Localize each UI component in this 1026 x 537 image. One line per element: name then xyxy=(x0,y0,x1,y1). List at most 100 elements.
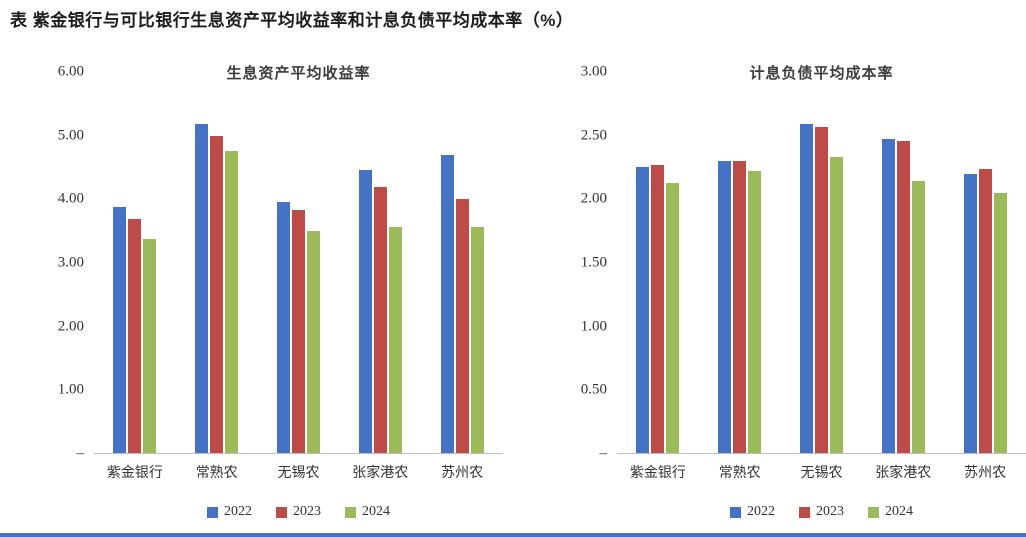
bar-group xyxy=(421,72,503,453)
y-tick-label: 1.00 xyxy=(580,318,607,335)
y-tick-label: 0.50 xyxy=(580,381,607,398)
legend-swatch-icon xyxy=(276,506,287,518)
x-axis-label: 常熟农 xyxy=(195,466,238,481)
bar-group xyxy=(94,72,176,453)
y-tick-label: 1.00 xyxy=(57,381,84,398)
bar-2024-常熟农 xyxy=(748,171,762,453)
legend-item-2023: 2023 xyxy=(276,504,321,520)
bar-2024-紫金银行 xyxy=(666,182,680,453)
bar-2024-张家港农 xyxy=(388,226,402,453)
bar-2023-无锡农 xyxy=(291,210,305,453)
bar-2022-常熟农 xyxy=(195,124,209,453)
bar-2024-无锡农 xyxy=(306,230,320,453)
chart-title-cost: 计息负债平均成本率 xyxy=(749,66,894,82)
bar-2022-常熟农 xyxy=(718,160,732,453)
x-axis-label: 张家港农 xyxy=(875,466,932,481)
plot-area xyxy=(94,72,503,454)
bar-group xyxy=(944,72,1026,453)
bar-2024-苏州农 xyxy=(993,192,1007,453)
bar-2023-张家港农 xyxy=(896,140,910,453)
x-axis-label: 无锡农 xyxy=(800,466,843,481)
bar-2023-紫金银行 xyxy=(651,164,665,453)
bar-2022-无锡农 xyxy=(799,124,813,453)
x-axis: 紫金银行 常熟农 无锡农 张家港农 苏州农 xyxy=(94,462,503,482)
bar-2022-苏州农 xyxy=(963,173,977,453)
bar-group xyxy=(699,72,781,453)
legend-item-2023: 2023 xyxy=(799,504,844,520)
legend-item-2022: 2022 xyxy=(207,504,252,520)
x-axis-label: 无锡农 xyxy=(277,466,320,481)
legend-swatch-icon xyxy=(730,506,741,518)
charts-container: 生息资产平均收益率 – 1.00 2.00 3.00 4.00 5.00 6.00 紫金银行… xyxy=(0,60,1026,520)
x-axis: 紫金银行 常熟农 无锡农 张家港农 苏州农 xyxy=(617,462,1026,482)
y-tick-label: 5.00 xyxy=(57,127,84,144)
x-axis-label: 张家港农 xyxy=(352,466,409,481)
x-axis-label: 苏州农 xyxy=(441,466,484,481)
bar-2024-常熟农 xyxy=(225,150,239,453)
y-tick-label: 1.50 xyxy=(580,254,607,271)
bar-2022-紫金银行 xyxy=(113,207,127,453)
bar-2023-常熟农 xyxy=(733,160,747,453)
legend-swatch-icon xyxy=(207,506,218,518)
y-tick-label: 3.00 xyxy=(57,254,84,271)
y-tick-label: – xyxy=(599,445,608,462)
legend-label: 2022 xyxy=(747,504,775,519)
y-axis: – 1.00 2.00 3.00 4.00 5.00 6.00 xyxy=(38,64,94,462)
y-tick-label: 4.00 xyxy=(57,190,84,207)
legend: 2022 2023 2024 xyxy=(617,504,1026,520)
bar-2023-苏州农 xyxy=(455,199,469,453)
bar-2023-紫金银行 xyxy=(128,219,142,453)
bar-2023-苏州农 xyxy=(978,168,992,453)
legend-label: 2022 xyxy=(224,504,252,519)
legend-label: 2023 xyxy=(293,504,321,519)
y-tick-label: 2.00 xyxy=(580,190,607,207)
y-tick-label: 2.50 xyxy=(580,127,607,144)
legend-swatch-icon xyxy=(799,506,810,518)
bar-2024-苏州农 xyxy=(470,226,484,453)
chart-title-yield: 生息资产平均收益率 xyxy=(226,66,371,82)
legend-swatch-icon xyxy=(868,506,879,518)
plot-row: 生息资产平均收益率 – 1.00 2.00 3.00 4.00 5.00 6.00 xyxy=(38,64,503,462)
bar-2022-苏州农 xyxy=(440,154,454,453)
x-axis-label: 常熟农 xyxy=(718,466,761,481)
bar-2023-无锡农 xyxy=(814,126,828,453)
legend-label: 2023 xyxy=(816,504,844,519)
bar-2024-无锡农 xyxy=(829,157,843,453)
x-axis-label: 苏州农 xyxy=(964,466,1007,481)
bar-group xyxy=(176,72,258,453)
legend-swatch-icon xyxy=(345,506,356,518)
plot-area xyxy=(617,72,1026,454)
x-axis-label: 紫金银行 xyxy=(106,466,163,481)
x-axis-label: 紫金银行 xyxy=(629,466,686,481)
chart-panel-yield: 生息资产平均收益率 – 1.00 2.00 3.00 4.00 5.00 6.00 紫金银行… xyxy=(38,60,503,520)
bar-2024-紫金银行 xyxy=(143,239,157,453)
bar-2023-张家港农 xyxy=(373,186,387,453)
bar-group xyxy=(617,72,699,453)
y-tick-label: 3.00 xyxy=(580,63,607,80)
bar-group xyxy=(258,72,340,453)
legend-label: 2024 xyxy=(362,504,390,519)
y-tick-label: – xyxy=(76,445,85,462)
legend: 2022 2023 2024 xyxy=(94,504,503,520)
legend-label: 2024 xyxy=(885,504,913,519)
bar-2022-张家港农 xyxy=(881,139,895,453)
legend-item-2024: 2024 xyxy=(868,504,913,520)
y-tick-label: 6.00 xyxy=(57,63,84,80)
bar-2023-常熟农 xyxy=(210,135,224,453)
bar-group xyxy=(862,72,944,453)
chart-panel-cost: 计息负债平均成本率 – 0.50 1.00 1.50 2.00 2.50 3.00 紫金银行… xyxy=(561,60,1026,520)
footer-accent-line xyxy=(0,533,1026,537)
bar-2022-无锡农 xyxy=(276,202,290,453)
bar-2024-张家港农 xyxy=(911,181,925,453)
legend-item-2024: 2024 xyxy=(345,504,390,520)
bar-2022-张家港农 xyxy=(358,169,372,453)
y-tick-label: 2.00 xyxy=(57,318,84,335)
page-title: 表 紫金银行与可比银行生息资产平均收益率和计息负债平均成本率（%） xyxy=(10,11,574,30)
bar-group xyxy=(339,72,421,453)
bar-group xyxy=(781,72,863,453)
plot-row: 计息负债平均成本率 – 0.50 1.00 1.50 2.00 2.50 3.00 xyxy=(561,64,1026,462)
y-axis: – 0.50 1.00 1.50 2.00 2.50 3.00 xyxy=(561,64,617,462)
legend-item-2022: 2022 xyxy=(730,504,775,520)
bar-2022-紫金银行 xyxy=(636,167,650,453)
